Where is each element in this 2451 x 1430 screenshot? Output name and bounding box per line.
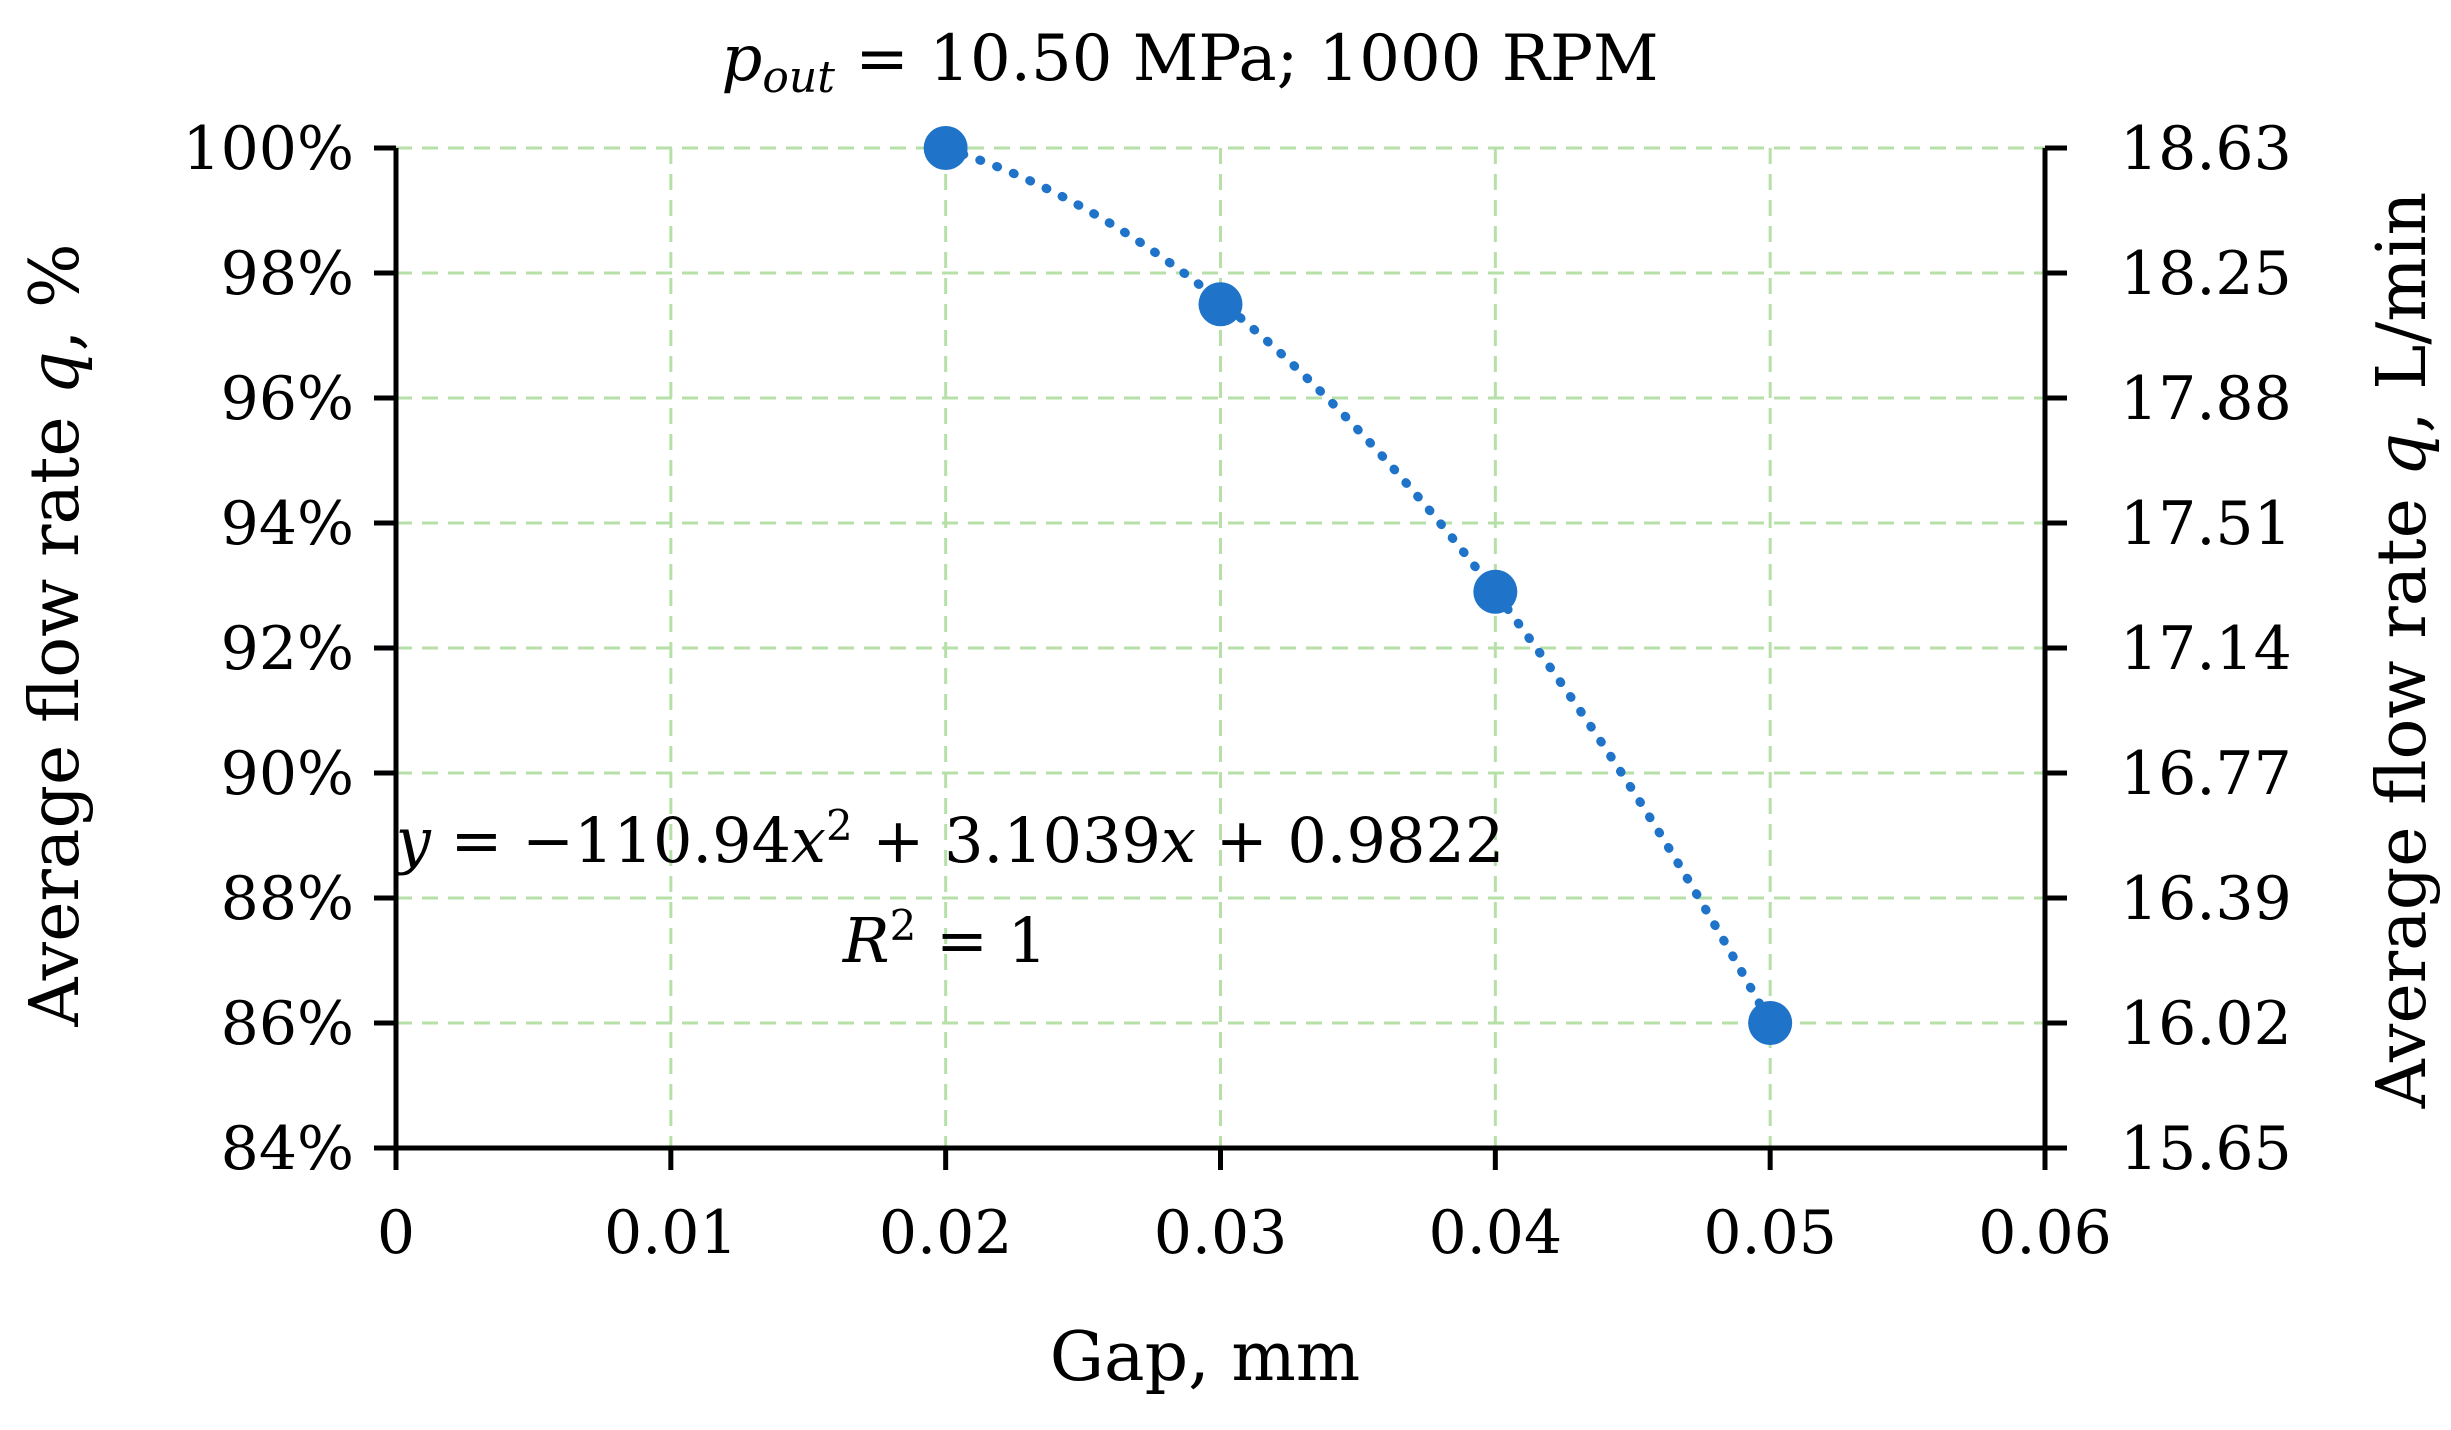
left-y-tick-label: 84% — [221, 1114, 354, 1184]
trendline — [941, 144, 1775, 1028]
data-point — [1198, 282, 1243, 327]
left-y-tick-label: 98% — [221, 239, 354, 309]
left-y-tick-label: 92% — [221, 614, 354, 684]
x-tick-label: 0 — [377, 1198, 415, 1268]
data-point — [1473, 569, 1518, 614]
right-y-tick-label: 17.51 — [2120, 489, 2292, 559]
data-point — [1748, 1001, 1793, 1045]
left-y-tick-label: 90% — [221, 739, 354, 809]
x-tick-label: 0.06 — [1978, 1198, 2112, 1268]
right-y-tick-label: 15.65 — [2120, 1114, 2292, 1184]
data-point — [923, 126, 968, 170]
x-tick-label: 0.03 — [1154, 1198, 1288, 1268]
left-y-tick-label: 86% — [221, 989, 354, 1059]
right-y-tick-label: 17.14 — [2120, 614, 2292, 684]
data-points — [923, 126, 1793, 1045]
right-y-tick-label: 18.25 — [2120, 239, 2292, 309]
right-y-tick-label: 16.39 — [2120, 864, 2292, 934]
right-y-axis-title: Average flow rate q, L/min — [2363, 192, 2442, 1110]
tick-marks — [374, 145, 2067, 1170]
left-y-tick-label: 94% — [221, 489, 354, 559]
right-y-tick-label: 18.63 — [2120, 114, 2292, 184]
tick-labels: 0 0.01 0.02 0.03 0.04 0.05 0.06 84% 15.65 86% 16.0… — [182, 114, 2291, 1268]
left-y-axis-title: Average flow rate q, % — [16, 243, 95, 1027]
right-y-tick-label: 17.88 — [2120, 364, 2292, 434]
right-y-tick-label: 16.02 — [2120, 989, 2292, 1059]
right-y-tick-label: 16.77 — [2120, 739, 2292, 809]
trendline-equation: y = −110.94x2 + 3.1039x + 0.9822 — [393, 801, 1505, 877]
x-tick-label: 0.05 — [1703, 1198, 1837, 1268]
chart-title: pout = 10.50 MPa; 1000 RPM — [721, 22, 1658, 103]
x-tick-label: 0.02 — [879, 1198, 1013, 1268]
trendline-layer — [941, 144, 1775, 1028]
left-y-tick-label: 88% — [221, 864, 354, 934]
x-tick-label: 0.04 — [1429, 1198, 1563, 1268]
left-y-tick-label: 96% — [221, 364, 354, 434]
left-y-tick-label: 100% — [182, 114, 354, 184]
x-tick-label: 0.01 — [604, 1198, 738, 1268]
x-axis-title: Gap, mm — [1050, 1318, 1361, 1397]
r-squared-label: R2 = 1 — [842, 901, 1047, 977]
